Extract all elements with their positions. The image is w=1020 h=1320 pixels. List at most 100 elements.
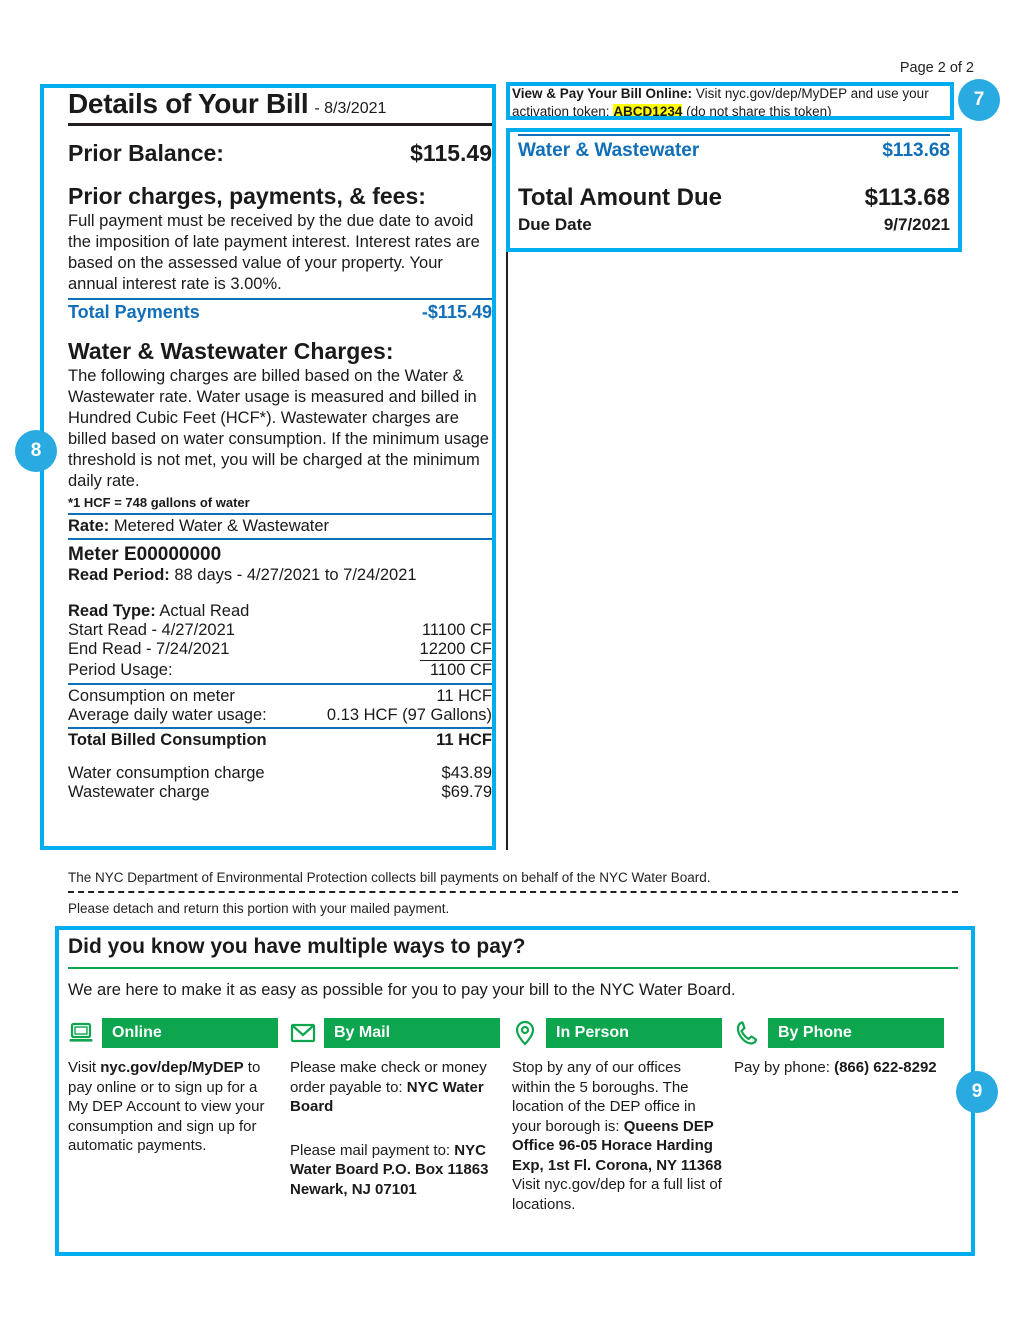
meter-row-label: End Read - 7/24/2021 [68, 640, 230, 658]
total-billed-label: Total Billed Consumption [68, 731, 267, 749]
ww-amount-row: Water & Wastewater $113.68 [518, 140, 950, 162]
meter-row: End Read - 7/24/2021 12200 CF [68, 640, 492, 661]
token-banner-text-before: Visit nyc.gov/dep/MyDEP and use your act… [512, 86, 929, 119]
total-payments-row: Total Payments -$115.49 [68, 302, 492, 323]
envelope-icon [290, 1020, 316, 1046]
pay-text-emphasis: NYC Water Board P.O. Box 11863 Newark, N… [290, 1141, 489, 1198]
token-banner-text-after: (do not share this token) [682, 104, 832, 119]
pay-text-normal: Visit nyc.gov/dep for a full list of loc… [512, 1176, 722, 1213]
read-type-label: Read Type: [68, 602, 156, 620]
meter-row-value: 11100 CF [421, 621, 492, 639]
rate-divider-bottom [68, 538, 492, 540]
total-payments-divider [68, 298, 492, 300]
meter-row-label: Average daily water usage: [68, 706, 267, 724]
ww-amount-value: $113.68 [882, 140, 950, 161]
pay-column: In Person Stop by any of our offices with… [512, 1018, 734, 1214]
meter-label: Meter E00000000 [68, 544, 222, 565]
pay-column: By Phone Pay by phone: (866) 622-8292 [734, 1018, 956, 1214]
phone-icon [734, 1020, 760, 1046]
pay-method-text: Pay by phone: (866) 622-8292 [734, 1058, 944, 1078]
callout-box-7 [506, 82, 954, 120]
charge-row: Wastewater charge $69.79 [68, 783, 492, 802]
due-date-label: Due Date [518, 215, 592, 234]
meter-row-value: 0.13 HCF (97 Gallons) [326, 706, 492, 724]
amount-due-panel: Water & Wastewater $113.68 Total Amount … [518, 134, 950, 235]
charge-value: $69.79 [441, 783, 492, 801]
callout-bubble-9: 9 [956, 1071, 998, 1113]
meter-row: Start Read - 4/27/2021 11100 CF [68, 621, 492, 640]
bill-details-column: Details of Your Bill - 8/3/2021 Prior Ba… [68, 88, 492, 802]
pay-method-banner: By Phone [734, 1018, 944, 1048]
rate-divider-top [68, 513, 492, 515]
meter-row-value: 11 HCF [436, 687, 492, 705]
pay-column: By Mail Please make check or money order … [290, 1018, 512, 1214]
hcf-note: *1 HCF = 748 gallons of water [68, 495, 250, 510]
total-payments-value: -$115.49 [421, 302, 492, 322]
pay-method-text: Please make check or money order payable… [290, 1058, 500, 1117]
meter-row-label: Period Usage: [68, 661, 173, 679]
pay-text-normal: Pay by phone: [734, 1059, 835, 1076]
pay-method-label: By Mail [324, 1018, 500, 1048]
pay-text-emphasis: NYC Water Board [290, 1078, 484, 1116]
token-banner-lead: View & Pay Your Bill Online: [512, 86, 693, 101]
map-pin-icon [512, 1020, 538, 1046]
water-wastewater-text: The following charges are billed based o… [68, 367, 489, 490]
page-title: Details of Your Bill [68, 88, 309, 119]
prior-balance-row: Prior Balance: $115.49 [68, 140, 492, 167]
page-number: Page 2 of 2 [899, 60, 974, 76]
read-period-row: Read Period: 88 days - 4/27/2021 to 7/24… [68, 566, 492, 585]
pay-text-normal: to pay online or to sign up for a My DEP… [68, 1059, 265, 1154]
due-date-row: Due Date 9/7/2021 [518, 215, 950, 235]
read-type-row: Read Type: Actual Read [68, 602, 492, 621]
meter-row: Period Usage: 1100 CF [68, 661, 492, 680]
rate-row: Rate: Metered Water & Wastewater [68, 517, 492, 536]
pay-text-emphasis: (866) 622-8292 [834, 1059, 937, 1076]
rate-value: Metered Water & Wastewater [113, 517, 330, 535]
total-billed-value: 11 HCF [436, 731, 492, 749]
laptop-icon [68, 1020, 94, 1046]
charge-rows: Water consumption charge $43.89 Wastewater… [68, 764, 492, 802]
meter-row-value: 12200 CF [419, 640, 492, 661]
total-billed-divider [68, 727, 492, 729]
ways-to-pay-section: Did you know you have multiple ways to p… [68, 935, 958, 1214]
charge-row: Water consumption charge $43.89 [68, 764, 492, 783]
pay-text-normal: Please make check or money order payable… [290, 1059, 487, 1096]
meter-row: Consumption on meter 11 HCF [68, 687, 492, 706]
due-date-value: 9/7/2021 [883, 215, 950, 234]
activation-token-banner: View & Pay Your Bill Online: Visit nyc.g… [512, 85, 948, 121]
pay-method-banner: In Person [512, 1018, 722, 1048]
callout-bubble-8: 8 [15, 430, 57, 472]
meter-row: Average daily water usage: 0.13 HCF (97 G… [68, 706, 492, 725]
ww-amount-label: Water & Wastewater [518, 140, 700, 161]
pay-method-text: Stop by any of our offices within the 5 … [512, 1058, 722, 1214]
column-divider [506, 128, 508, 850]
water-wastewater-heading: Water & Wastewater Charges: [68, 338, 394, 364]
pay-text-normal: Stop by any of our offices within the 5 … [512, 1059, 696, 1135]
pay-text-emphasis: Queens DEP Office 96-05 Horace Harding E… [512, 1117, 722, 1174]
disclaimer-line-2: Please detach and return this portion wi… [68, 901, 450, 916]
callout-bubble-7: 7 [958, 79, 1000, 121]
total-billed-row: Total Billed Consumption 11 HCF [68, 731, 492, 750]
prior-balance-value: $115.49 [410, 140, 492, 166]
rate-label: Rate: [68, 517, 110, 535]
pay-text-emphasis: nyc.gov/dep/MyDEP [100, 1059, 244, 1076]
total-amount-due-row: Total Amount Due $113.68 [518, 184, 950, 212]
total-payments-label: Total Payments [68, 302, 200, 322]
ways-to-pay-title: Did you know you have multiple ways to p… [68, 935, 526, 958]
total-amount-due-value: $113.68 [864, 184, 950, 211]
disclaimer-block: The NYC Department of Environmental Prot… [68, 870, 958, 916]
prior-charges-text: Full payment must be received by the due… [68, 212, 480, 293]
pay-column: Online Visit nyc.gov/dep/MyDEP to pay onl… [68, 1018, 290, 1214]
meter-row-label: Start Read - 4/27/2021 [68, 621, 235, 639]
pay-method-label: In Person [546, 1018, 722, 1048]
pay-method-text: Please mail payment to: NYC Water Board … [290, 1141, 500, 1200]
prior-balance-label: Prior Balance: [68, 140, 224, 166]
read-period-label: Read Period: [68, 566, 170, 584]
charge-label: Wastewater charge [68, 783, 210, 801]
read-period-value: 88 days - 4/27/2021 to 7/24/2021 [174, 566, 417, 584]
amount-due-top-rule [518, 134, 950, 136]
charge-value: $43.89 [441, 764, 492, 782]
bill-date: - 8/3/2021 [314, 100, 387, 117]
meter-row-value: 1100 CF [429, 661, 492, 679]
